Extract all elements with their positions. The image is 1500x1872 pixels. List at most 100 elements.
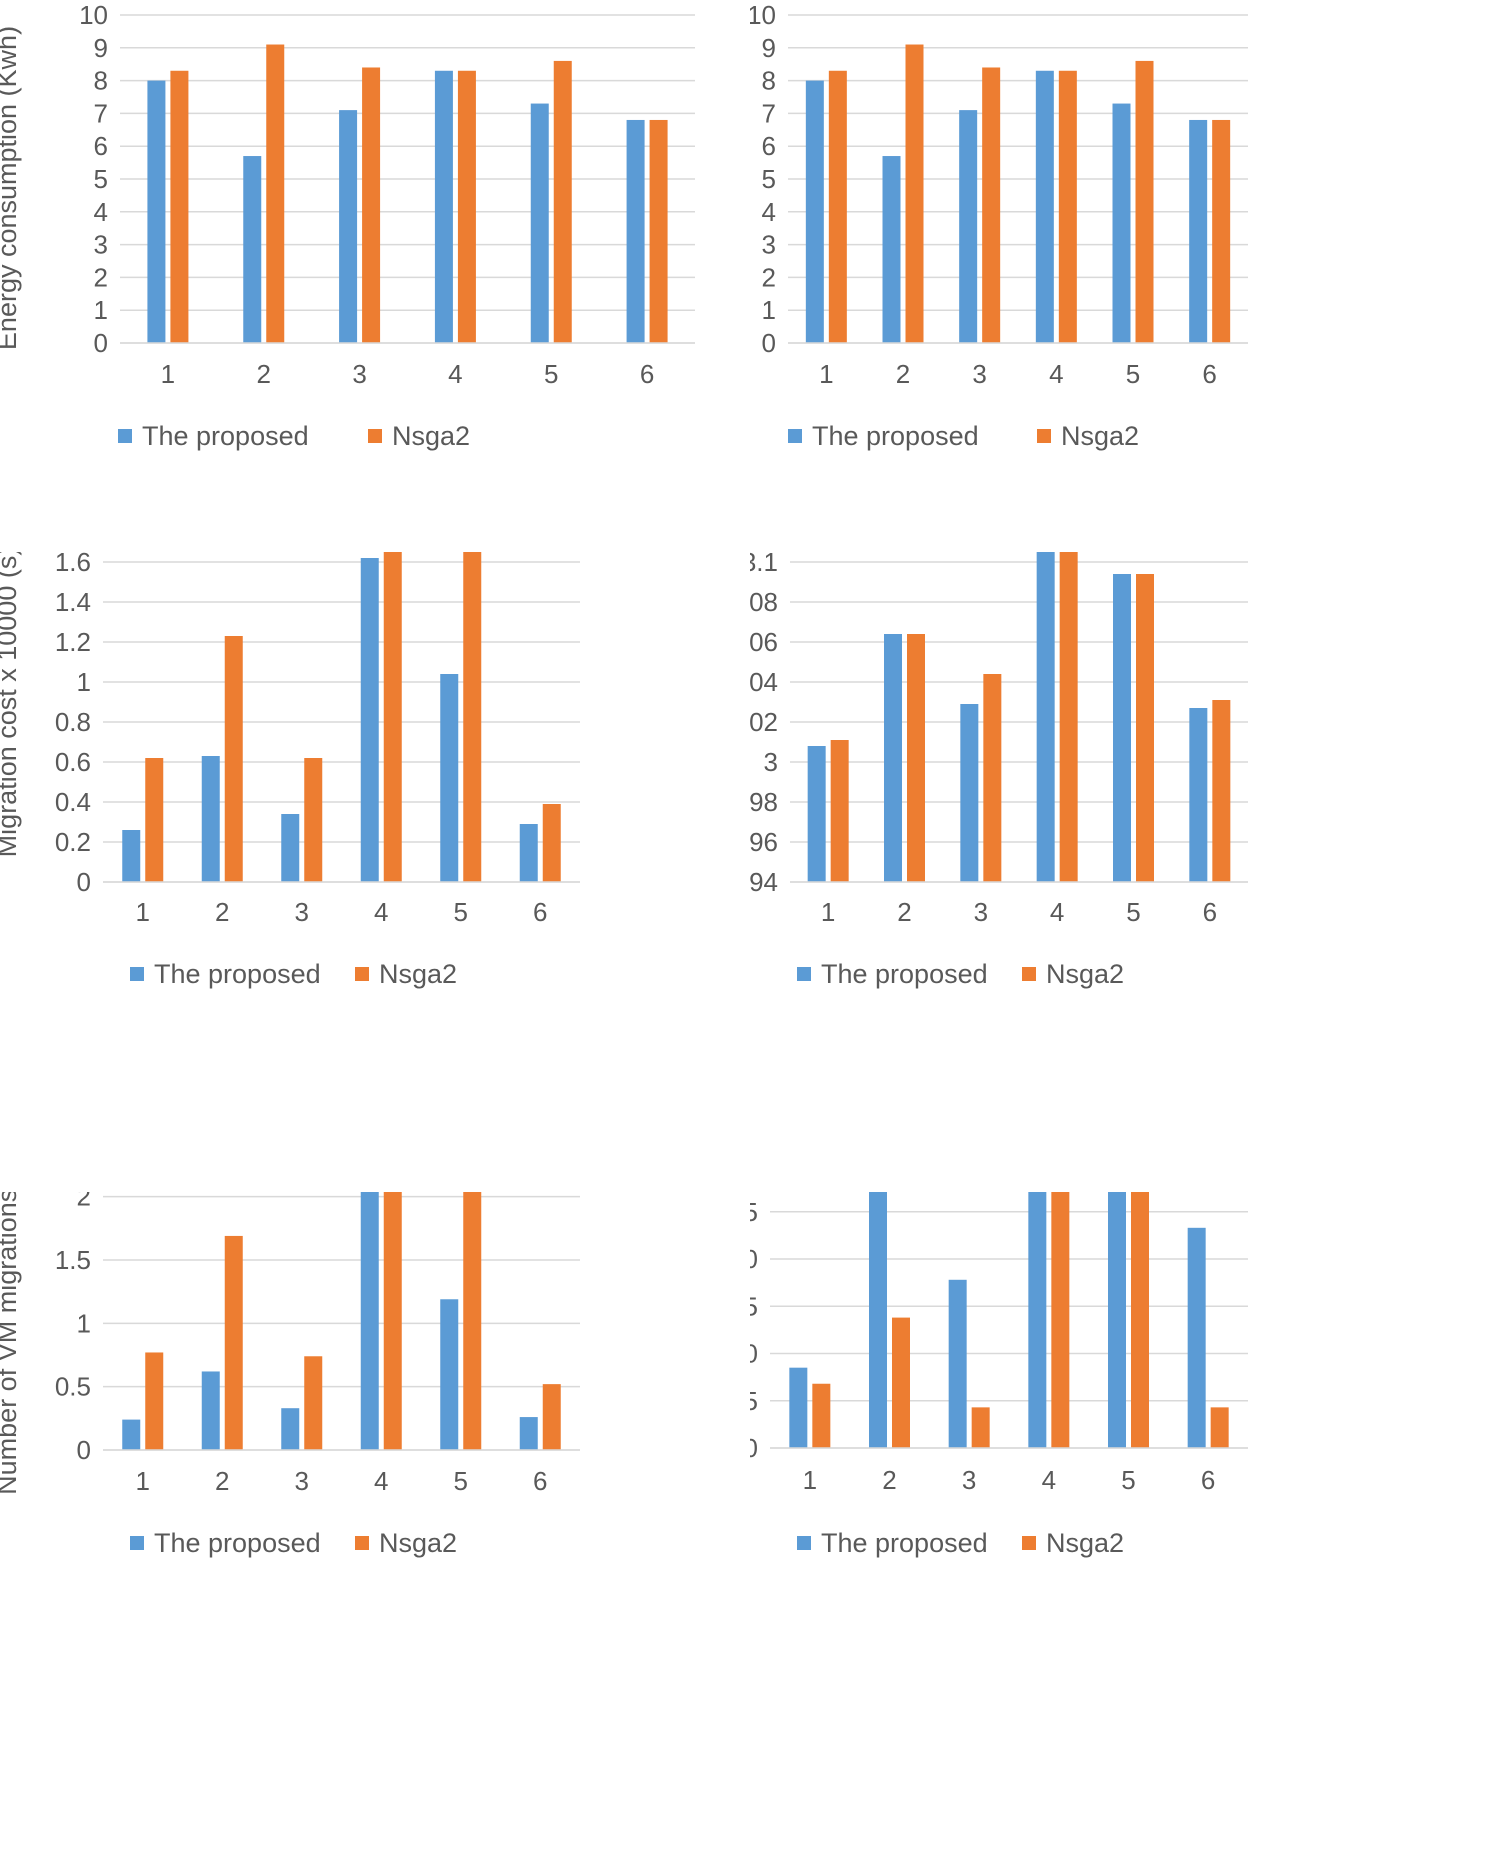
bar-the-proposed bbox=[789, 1367, 808, 1448]
x-tick-label: 4 bbox=[374, 897, 388, 927]
y-tick-label: 3.1 bbox=[750, 552, 778, 577]
legend-swatch bbox=[130, 967, 144, 981]
legend-swatch bbox=[788, 429, 802, 443]
y-tick-label: 6 bbox=[762, 131, 776, 161]
y-tick-label: 3.08 bbox=[750, 587, 778, 617]
bar-the-proposed bbox=[1189, 708, 1208, 882]
y-tick-label: 0 bbox=[77, 867, 91, 897]
y-tick-label: 9 bbox=[94, 33, 108, 63]
bar-chart: 0510152025303540Computation time (s)1234… bbox=[750, 1192, 1248, 1558]
legend-swatch bbox=[1022, 1536, 1036, 1550]
bar-the-proposed bbox=[519, 1417, 538, 1450]
x-tick-label: 5 bbox=[544, 359, 558, 389]
bar-the-proposed bbox=[1113, 574, 1131, 882]
legend-swatch bbox=[797, 967, 811, 981]
bar-the-proposed bbox=[1028, 1192, 1047, 1448]
bar-nsga2 bbox=[983, 674, 1002, 882]
bar-the-proposed bbox=[807, 746, 826, 882]
y-tick-label: 7 bbox=[94, 98, 108, 128]
y-tick-label: 0.5 bbox=[55, 1372, 91, 1402]
x-tick-label: 1 bbox=[136, 897, 150, 927]
x-tick-label: 3 bbox=[352, 359, 366, 389]
y-axis-label: Number of VM migrations x 10000 bbox=[0, 1192, 22, 1495]
x-tick-label: 4 bbox=[448, 359, 462, 389]
y-tick-label: 2 bbox=[762, 262, 776, 292]
bar-the-proposed bbox=[201, 756, 220, 882]
y-tick-label: 0.8 bbox=[55, 707, 91, 737]
y-tick-label: 1.2 bbox=[55, 627, 91, 657]
y-tick-label: 1 bbox=[77, 1308, 91, 1338]
bar-chart: 2.942.962.9833.023.043.063.083.13.12Reso… bbox=[750, 552, 1248, 989]
x-tick-label: 5 bbox=[1126, 359, 1140, 389]
x-tick-label: 3 bbox=[972, 359, 986, 389]
bar-nsga2 bbox=[463, 1192, 482, 1450]
y-tick-label: 2.98 bbox=[750, 787, 778, 817]
legend-label: Nsga2 bbox=[379, 959, 457, 989]
bar-nsga2 bbox=[542, 1384, 561, 1450]
x-tick-label: 6 bbox=[533, 897, 547, 927]
bar-the-proposed bbox=[281, 814, 300, 882]
y-tick-label: 1.5 bbox=[55, 1245, 91, 1275]
bar-the-proposed bbox=[122, 830, 141, 882]
chart-panel-migration-cost: 00.20.40.60.811.21.41.61.8Migration cost… bbox=[0, 552, 750, 1192]
bar-the-proposed bbox=[281, 1408, 300, 1450]
y-axis-label: Migration cost x 10000 (s) bbox=[0, 552, 22, 857]
bar-nsga2 bbox=[1212, 700, 1231, 882]
legend-label: The proposed bbox=[154, 1528, 321, 1558]
x-tick-label: 5 bbox=[1126, 897, 1140, 927]
bar-nsga2 bbox=[830, 740, 849, 882]
legend-label: Nsga2 bbox=[1046, 1528, 1124, 1558]
bar-the-proposed bbox=[530, 103, 549, 343]
bar-nsga2 bbox=[907, 634, 925, 882]
legend-label: Nsga2 bbox=[392, 421, 470, 451]
bar-the-proposed bbox=[1187, 1227, 1206, 1448]
bar-nsga2 bbox=[1059, 552, 1078, 882]
y-tick-label: 6 bbox=[94, 131, 108, 161]
bar-nsga2 bbox=[812, 1383, 831, 1448]
bar-the-proposed bbox=[434, 70, 453, 343]
y-tick-label: 3.06 bbox=[750, 627, 778, 657]
y-tick-label: 2 bbox=[77, 1192, 91, 1212]
bar-nsga2 bbox=[553, 60, 572, 344]
y-tick-label: 10 bbox=[750, 1339, 758, 1369]
y-tick-label: 15 bbox=[750, 1291, 758, 1321]
x-tick-label: 6 bbox=[1201, 1465, 1215, 1495]
bar-the-proposed bbox=[1035, 70, 1054, 343]
x-tick-label: 1 bbox=[803, 1465, 817, 1495]
bar-nsga2 bbox=[362, 67, 381, 343]
bar-nsga2 bbox=[304, 758, 323, 882]
y-tick-label: 20 bbox=[750, 1244, 758, 1274]
y-tick-label: 10 bbox=[750, 0, 776, 30]
y-axis-label: Energy consumption (Kwh) bbox=[0, 26, 22, 350]
y-tick-label: 7 bbox=[762, 98, 776, 128]
bar-the-proposed bbox=[869, 1192, 887, 1448]
bar-nsga2 bbox=[1210, 1407, 1229, 1448]
legend-label: The proposed bbox=[142, 421, 309, 451]
x-tick-label: 4 bbox=[1049, 359, 1063, 389]
legend-label: The proposed bbox=[821, 959, 988, 989]
bar-the-proposed bbox=[339, 110, 358, 344]
y-tick-label: 3 bbox=[762, 230, 776, 260]
x-tick-label: 4 bbox=[1050, 897, 1064, 927]
y-tick-label: 3 bbox=[94, 230, 108, 260]
bar-nsga2 bbox=[145, 758, 164, 882]
legend-swatch bbox=[130, 1536, 144, 1550]
bar-chart: 00.511.522.53Number of VM migrations x 1… bbox=[0, 1192, 580, 1558]
x-tick-label: 3 bbox=[295, 897, 309, 927]
legend-swatch bbox=[118, 429, 132, 443]
bar-chart: 00.20.40.60.811.21.41.61.8Migration cost… bbox=[0, 552, 580, 989]
bar-nsga2 bbox=[1131, 1192, 1149, 1448]
bar-nsga2 bbox=[457, 70, 476, 343]
bar-the-proposed bbox=[1189, 119, 1208, 344]
x-tick-label: 2 bbox=[215, 897, 229, 927]
legend-swatch bbox=[1037, 429, 1051, 443]
x-tick-label: 1 bbox=[821, 897, 835, 927]
y-tick-label: 4 bbox=[762, 197, 776, 227]
x-tick-label: 6 bbox=[533, 1466, 547, 1496]
legend-label: Nsga2 bbox=[1046, 959, 1124, 989]
y-tick-label: 10 bbox=[79, 0, 108, 30]
x-tick-label: 5 bbox=[1121, 1465, 1135, 1495]
chart-panel-vm-migrations: 00.511.522.53Number of VM migrations x 1… bbox=[0, 1192, 750, 1872]
y-tick-label: 1 bbox=[77, 667, 91, 697]
